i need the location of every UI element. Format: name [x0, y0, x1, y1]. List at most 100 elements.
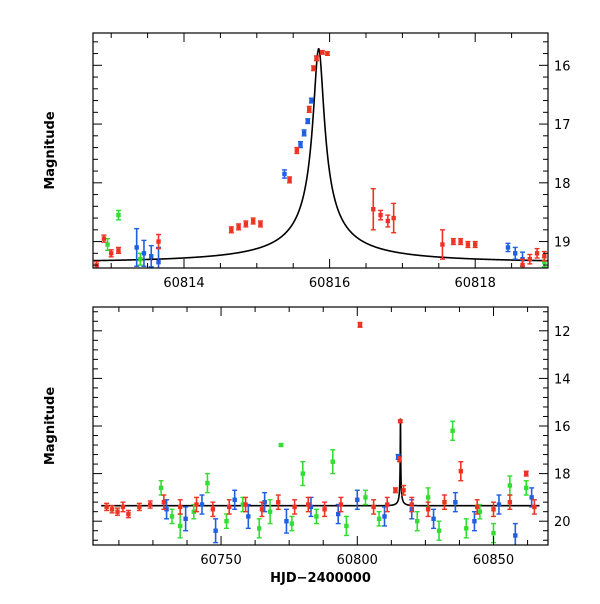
data-point [120, 504, 126, 510]
data-point [436, 528, 442, 533]
data-point [149, 254, 154, 259]
y-tick-label: 20 [554, 515, 571, 530]
plot-area [93, 48, 548, 268]
data-point [115, 509, 120, 514]
data-point [451, 239, 456, 244]
data-point [393, 488, 398, 493]
data-point [398, 419, 403, 424]
data-point [164, 507, 169, 512]
y-tick-label: 12 [554, 325, 571, 340]
data-point [116, 212, 121, 218]
data-point [363, 495, 368, 500]
series-red [94, 49, 547, 268]
data-point [126, 511, 131, 517]
y-tick-label: 14 [554, 372, 571, 387]
data-point [156, 259, 161, 265]
data-point [307, 107, 312, 112]
data-point [250, 218, 256, 224]
data-point [491, 530, 496, 536]
data-point [243, 221, 249, 227]
data-point [213, 528, 218, 533]
data-point [524, 485, 529, 491]
top-panel: 60814 60816 60818 16 17 18 19 Magnitude [43, 32, 571, 291]
data-point [458, 239, 463, 244]
data-point [311, 66, 316, 71]
y-tick-label: 17 [554, 118, 571, 133]
data-point [458, 469, 464, 474]
data-point [440, 242, 445, 247]
data-point [344, 523, 349, 529]
data-point [294, 148, 300, 153]
data-point [278, 442, 284, 448]
data-point [450, 428, 455, 433]
data-point [227, 504, 232, 510]
data-point [322, 507, 327, 512]
x-tick-label: 60800 [337, 553, 378, 568]
data-point [507, 483, 513, 488]
data-point [262, 499, 267, 505]
data-point [401, 488, 406, 493]
data-point [314, 514, 319, 519]
data-point [453, 499, 458, 505]
data-point [415, 519, 420, 524]
data-point [371, 504, 376, 510]
data-point [529, 495, 534, 500]
data-point [161, 499, 167, 505]
data-point [246, 514, 251, 519]
data-point [301, 130, 307, 136]
data-point [542, 259, 547, 265]
series-red [104, 321, 537, 519]
data-point [308, 504, 314, 510]
series-green [158, 420, 529, 544]
data-point [191, 509, 197, 514]
data-point [532, 504, 537, 510]
data-point [338, 502, 344, 507]
y-tick-label: 16 [554, 59, 571, 74]
data-point [357, 322, 363, 328]
data-point [355, 497, 360, 502]
data-point [138, 256, 143, 262]
data-point [101, 236, 107, 241]
data-point [177, 523, 183, 529]
x-tick-label: 60818 [455, 276, 496, 291]
data-point [158, 485, 164, 491]
x-tick-label: 60816 [309, 276, 350, 291]
data-point [134, 245, 139, 250]
data-point [507, 499, 513, 505]
data-point [473, 242, 478, 247]
data-point [282, 171, 287, 177]
data-point [258, 221, 263, 227]
data-point [259, 507, 265, 512]
data-point [205, 480, 210, 486]
data-point [534, 251, 540, 256]
data-point [236, 224, 241, 230]
data-point [210, 507, 216, 512]
data-point [109, 251, 114, 256]
data-point [292, 504, 297, 510]
data-point [109, 507, 115, 512]
data-point [183, 516, 188, 522]
data-point [194, 502, 199, 507]
data-point [276, 499, 281, 505]
data-point [306, 502, 311, 507]
data-point [409, 502, 414, 507]
data-point [298, 142, 303, 147]
data-point [425, 507, 431, 512]
data-point [378, 212, 383, 218]
series-blue [164, 453, 535, 545]
x-tick-label: 60814 [163, 276, 204, 291]
data-point [425, 495, 431, 500]
model-curve [93, 48, 548, 262]
data-point [336, 511, 341, 517]
data-point [371, 207, 376, 212]
data-point [542, 254, 547, 259]
data-point [256, 526, 262, 531]
data-point [116, 248, 121, 253]
data-point [491, 507, 496, 512]
data-point [431, 516, 436, 522]
data-point [513, 251, 518, 256]
data-point [287, 177, 292, 183]
data-point [314, 56, 319, 61]
data-point [472, 519, 477, 524]
